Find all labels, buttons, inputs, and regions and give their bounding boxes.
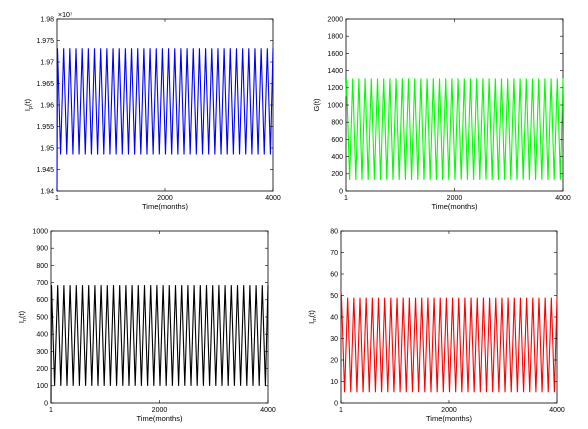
series-line <box>56 48 274 192</box>
y-tick-label-0: 0 <box>334 400 338 407</box>
y-tick-label-600: 600 <box>331 137 343 144</box>
y-axis-exponent: ×10⁷ <box>58 12 73 19</box>
series-line <box>50 285 269 404</box>
y-axis-label: Ip(t) <box>23 98 34 111</box>
y-tick-label-2000: 2000 <box>327 16 343 23</box>
y-tick-label-50: 50 <box>330 293 338 300</box>
y-tick-label-30: 30 <box>330 336 338 343</box>
y-axis-label-main: I <box>23 109 32 111</box>
y-tick-label-700: 700 <box>36 280 48 287</box>
y-tick-label-1-945: 1.945 <box>36 167 54 174</box>
y-tick-label-200: 200 <box>331 171 343 178</box>
y-tick-label-1-975: 1.975 <box>36 38 54 45</box>
x-axis-label: Time(months) <box>426 414 472 423</box>
y-tick-label-70: 70 <box>330 250 338 257</box>
panel-top-left: 1.94 1.945 1.95 1.955 1.96 1.965 1.97 1.975 1.98… <box>23 12 281 211</box>
x-tick-label-4000: 4000 <box>555 195 571 202</box>
y-tick-label-200: 200 <box>36 366 48 373</box>
y-tick-label-10: 10 <box>330 379 338 386</box>
y-axis-label-subscript: n <box>22 318 28 321</box>
y-tick-label-1-95: 1.95 <box>40 145 54 152</box>
y-tick-label-1-96: 1.96 <box>40 102 54 109</box>
y-tick-label-1-94: 1.94 <box>40 188 54 195</box>
x-axis-label: Time(months) <box>142 202 188 211</box>
x-tick-label-4000: 4000 <box>549 407 565 414</box>
x-tick-label-4000: 4000 <box>265 195 281 202</box>
y-axis-label-main: I <box>307 322 316 324</box>
y-tick-label-1-955: 1.955 <box>36 124 54 131</box>
x-tick-label-2000: 2000 <box>447 195 463 202</box>
y-axis-label: G(t) <box>312 98 321 111</box>
y-tick-label-600: 600 <box>36 297 48 304</box>
y-tick-label-40: 40 <box>330 314 338 321</box>
y-tick-label-0: 0 <box>339 188 343 195</box>
panel-bottom-right: 0 10 20 30 40 50 60 70 80 1 2000 4000 Time(months) Im… <box>307 228 565 423</box>
y-tick-label-60: 60 <box>330 271 338 278</box>
x-tick-label-1: 1 <box>339 407 343 414</box>
y-tick-label-400: 400 <box>331 154 343 161</box>
x-tick-label-1: 1 <box>344 195 348 202</box>
y-tick-label-1800: 1800 <box>327 34 343 41</box>
y-axis-label-subscript: p <box>28 106 34 109</box>
y-axis-label: Im(t) <box>307 310 318 324</box>
y-tick-label-1400: 1400 <box>327 68 343 75</box>
x-axis-label: Time(months) <box>432 202 478 211</box>
y-tick-label-100: 100 <box>36 383 48 390</box>
y-axis-label-tail: (t) <box>23 98 32 106</box>
y-tick-label-1-98: 1.98 <box>40 16 54 23</box>
y-tick-label-0: 0 <box>44 400 48 407</box>
x-tick-label-1: 1 <box>55 195 59 202</box>
panel-bottom-left: 0 100 200 300 400 500 600 700 800 900 1000 1 2000 400… <box>17 228 276 423</box>
y-axis-label-tail: (t) <box>307 310 316 318</box>
panel-top-right: 0 200 400 600 800 1000 1200 1400 1600 1800 2000 1 20… <box>312 16 571 211</box>
x-tick-label-2000: 2000 <box>152 407 168 414</box>
y-tick-label-900: 900 <box>36 246 48 253</box>
series-line <box>345 78 564 180</box>
y-tick-label-500: 500 <box>36 314 48 321</box>
y-axis-label-main: I <box>17 321 26 323</box>
y-tick-label-300: 300 <box>36 349 48 356</box>
y-tick-label-800: 800 <box>36 263 48 270</box>
y-tick-label-1000: 1000 <box>32 228 48 235</box>
y-tick-label-1000: 1000 <box>327 102 343 109</box>
y-tick-label-800: 800 <box>331 120 343 127</box>
y-tick-label-1200: 1200 <box>327 85 343 92</box>
y-tick-label-80: 80 <box>330 228 338 235</box>
y-tick-label-1-965: 1.965 <box>36 81 54 88</box>
x-tick-label-2000: 2000 <box>441 407 457 414</box>
y-axis-label-tail: (t) <box>17 310 26 318</box>
y-tick-label-1-97: 1.97 <box>40 59 54 66</box>
x-tick-label-1: 1 <box>49 407 53 414</box>
y-axis-label-subscript: m <box>312 317 318 322</box>
y-tick-label-400: 400 <box>36 332 48 339</box>
y-tick-label-1600: 1600 <box>327 51 343 58</box>
series-line <box>340 291 558 393</box>
y-tick-label-20: 20 <box>330 357 338 364</box>
x-tick-label-2000: 2000 <box>157 195 173 202</box>
y-axis-label: In(t) <box>17 310 28 323</box>
x-axis-label: Time(months) <box>137 414 183 423</box>
x-tick-label-4000: 4000 <box>260 407 276 414</box>
